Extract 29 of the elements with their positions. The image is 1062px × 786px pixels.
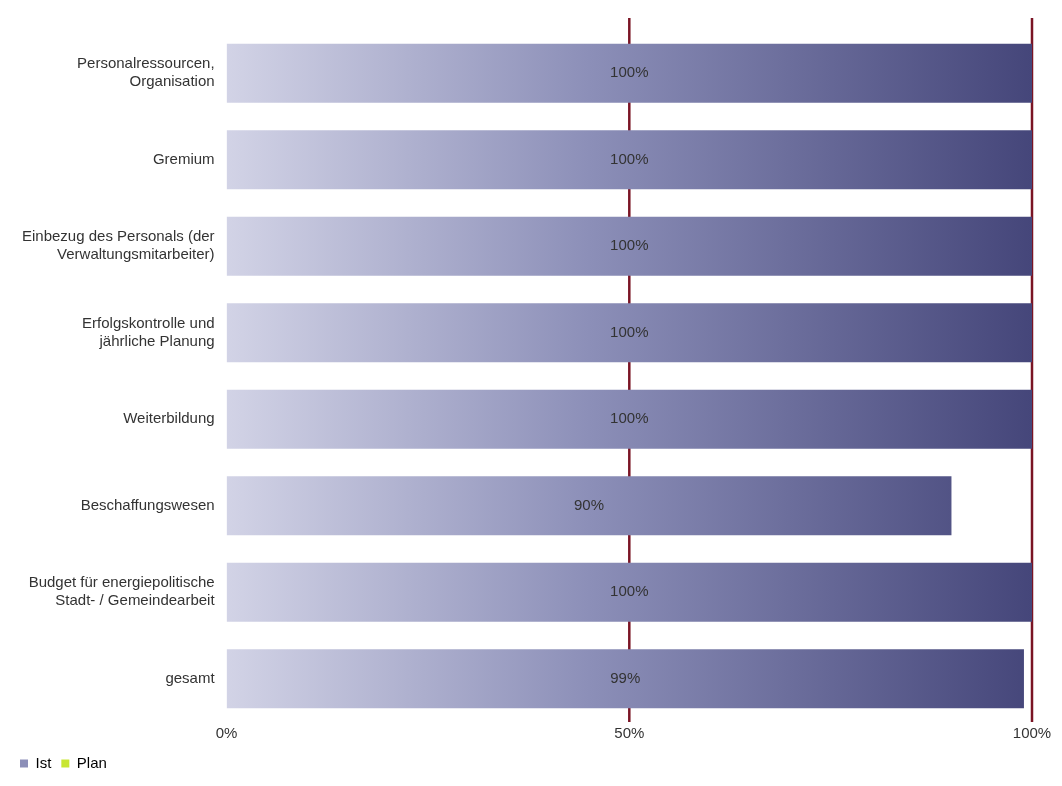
- data-label: 100%: [610, 582, 649, 600]
- x-tick-label: 0%: [215, 724, 238, 742]
- y-tick-label: Gremium: [152, 149, 215, 167]
- data-label: 99%: [610, 668, 641, 686]
- bar: [226, 43, 1032, 103]
- bar: [226, 130, 1032, 190]
- y-tick-label: Weiterbildung: [123, 409, 215, 427]
- y-tick-label: Einbezug des Personals (der Verwaltungsmitarbeiter): [21, 227, 215, 263]
- data-label: 100%: [610, 409, 649, 427]
- data-label: 90%: [574, 495, 605, 513]
- bar: [226, 389, 1032, 449]
- bar: [226, 649, 1024, 709]
- bar: [226, 216, 1032, 276]
- y-tick-label: Erfolgskontrolle und jährliche Planung: [82, 313, 215, 349]
- data-label: 100%: [610, 149, 649, 167]
- x-tick-label: 100%: [1012, 724, 1052, 742]
- y-tick-label: Personalressourcen, Organisation: [77, 54, 215, 90]
- data-label: 100%: [610, 322, 649, 340]
- legend-label: Plan: [76, 753, 107, 771]
- bar: [226, 562, 1032, 622]
- y-tick-label: Budget für energiepolitische Stadt- / Gemeindearbeit: [28, 573, 216, 609]
- data-label: 100%: [610, 63, 649, 81]
- bar: [226, 303, 1032, 363]
- legend-label: Ist: [35, 753, 53, 771]
- y-tick-label: gesamt: [165, 668, 216, 686]
- x-tick-label: 50%: [614, 724, 645, 742]
- data-label: 100%: [610, 236, 649, 254]
- y-tick-label: Beschaffungswesen: [80, 495, 215, 513]
- bar: [226, 476, 952, 536]
